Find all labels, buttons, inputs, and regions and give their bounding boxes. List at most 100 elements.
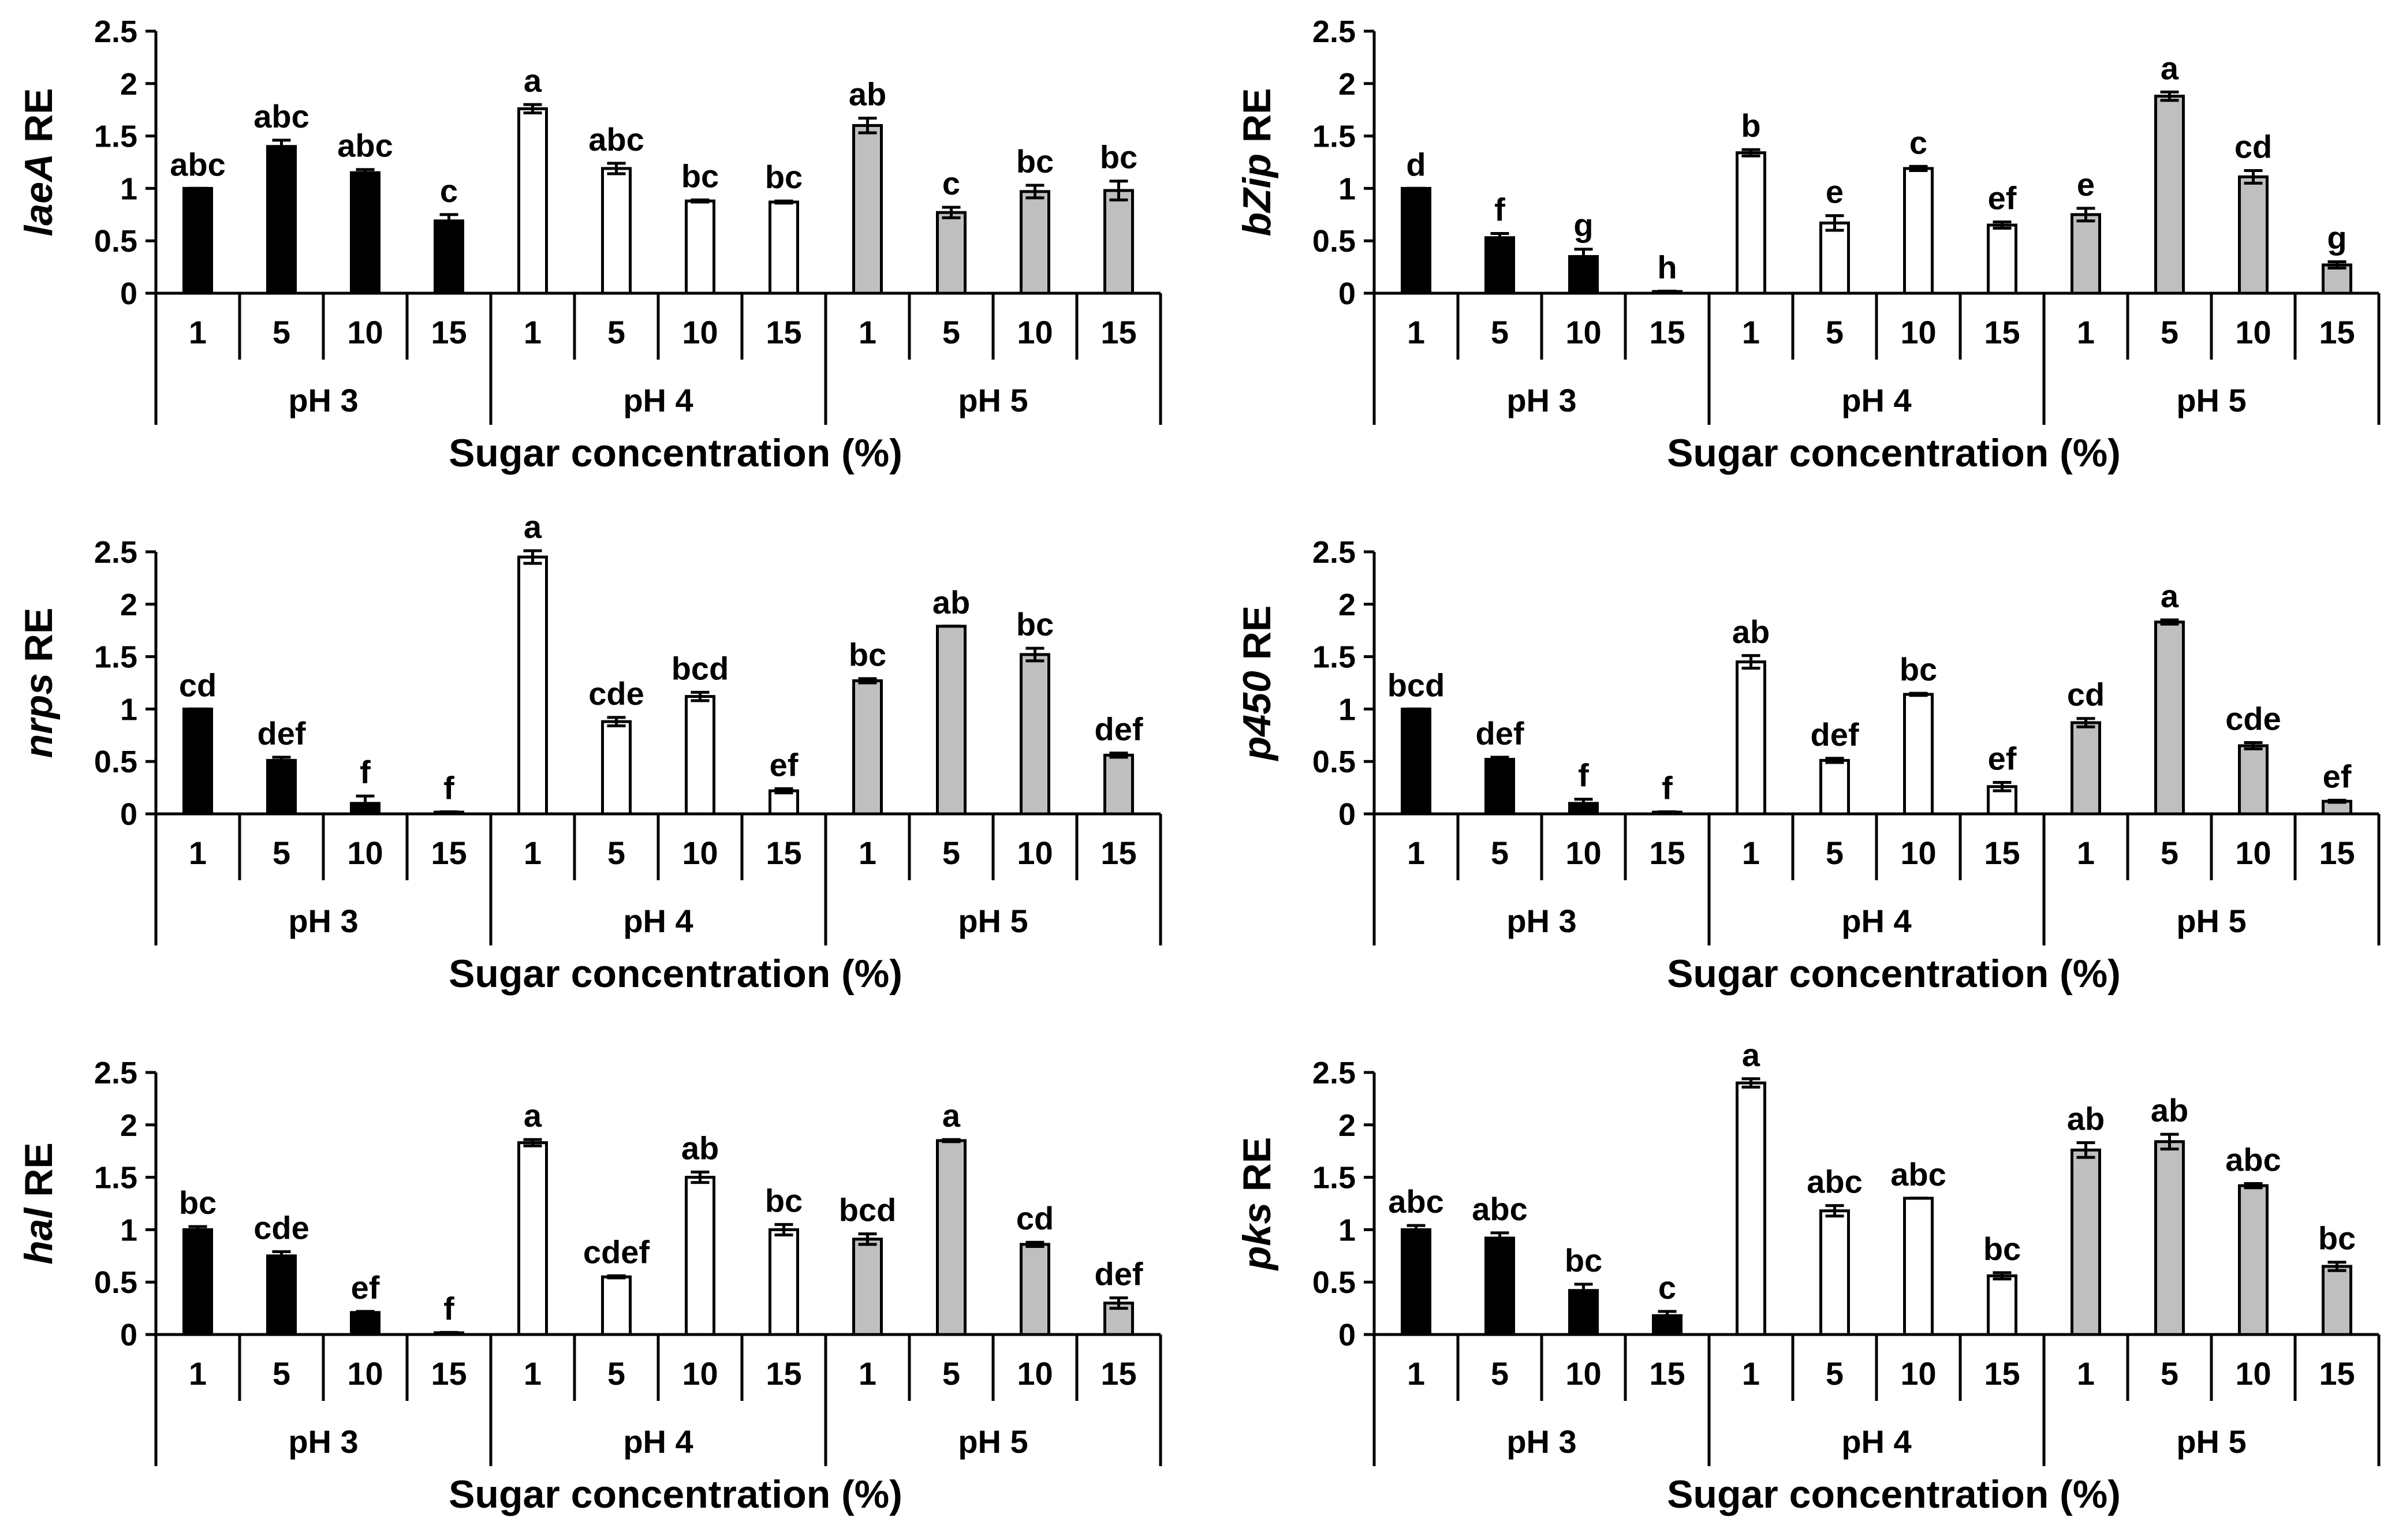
y-tick-label: 2.5 — [94, 535, 137, 570]
group-label: pH 3 — [1506, 382, 1576, 418]
x-tick-label: 1 — [189, 314, 207, 350]
x-tick-label: 1 — [1742, 835, 1760, 871]
bar-ph3-1 — [182, 186, 213, 295]
group-label: pH 5 — [2176, 903, 2246, 939]
bar-ph4-1 — [1736, 1081, 1766, 1336]
bar-ph3-10 — [350, 171, 380, 295]
x-tick-label: 10 — [1565, 1355, 1601, 1392]
bar-ph4-10 — [1903, 693, 1934, 816]
y-axis-suffix: RE — [1235, 88, 1279, 154]
bar-ph4-5 — [1819, 221, 1850, 295]
x-tick-label: 10 — [2235, 835, 2271, 871]
significance-letter: c — [440, 173, 458, 209]
y-axis-suffix: RE — [1235, 605, 1279, 671]
gene-name: hal — [17, 1206, 61, 1264]
x-tick-label: 1 — [524, 835, 542, 871]
significance-letter: bcd — [672, 650, 729, 686]
gene-name: p450 — [1235, 671, 1279, 761]
bar-ph3-1 — [1401, 1228, 1431, 1336]
group-label: pH 5 — [958, 382, 1028, 418]
x-tick-label: 15 — [1100, 1355, 1136, 1392]
group-label: pH 3 — [288, 382, 358, 418]
y-axis-title: bZip RE — [1235, 88, 1279, 237]
x-axis-title: Sugar concentration (%) — [1667, 431, 2121, 475]
gene-name: laeA — [17, 154, 61, 237]
x-tick-label: 5 — [607, 835, 625, 871]
x-tick-label: 5 — [942, 835, 960, 871]
x-tick-label: 1 — [524, 1355, 542, 1392]
y-tick-label: 1 — [120, 1213, 137, 1247]
significance-letter: f — [1494, 191, 1505, 227]
x-tick-label: 15 — [2319, 314, 2355, 350]
x-tick-label: 10 — [2235, 1355, 2271, 1392]
significance-letter: cde — [253, 1210, 309, 1246]
significance-letter: h — [1657, 249, 1677, 285]
bar-ph4-1 — [1736, 660, 1766, 816]
y-tick-label: 0 — [1338, 1318, 1356, 1352]
bar-ph4-5 — [1819, 758, 1850, 816]
bar-ph5-5 — [936, 625, 967, 816]
significance-letter: c — [942, 165, 960, 201]
significance-letter: ef — [1988, 741, 2017, 777]
x-tick-label: 10 — [682, 835, 718, 871]
x-tick-label: 1 — [1407, 1355, 1425, 1392]
significance-letter: c — [1909, 124, 1927, 160]
group-label: pH 4 — [623, 903, 693, 939]
bar-ph3-15 — [434, 219, 464, 295]
bar-ph4-10 — [1903, 1197, 1934, 1336]
significance-letter: cdef — [583, 1234, 650, 1270]
bar-ph5-10 — [2238, 1184, 2269, 1336]
x-tick-label: 10 — [1565, 835, 1601, 871]
bar-ph4-10 — [1903, 167, 1934, 295]
x-tick-label: 5 — [1491, 835, 1509, 871]
y-tick-label: 2.5 — [94, 14, 137, 49]
bar-ph4-5 — [601, 720, 632, 816]
x-tick-label: 10 — [1017, 835, 1053, 871]
x-tick-label: 10 — [1900, 835, 1936, 871]
significance-letter: ab — [681, 1130, 719, 1167]
significance-letter: bc — [1565, 1242, 1602, 1279]
y-tick-label: 0 — [120, 1318, 137, 1352]
bar-ph4-5 — [1819, 1209, 1850, 1336]
significance-letter: bc — [1983, 1231, 2021, 1267]
group-label: pH 4 — [623, 1423, 693, 1460]
y-tick-label: 0.5 — [94, 1265, 137, 1300]
x-tick-label: 5 — [1491, 1355, 1509, 1392]
x-tick-label: 15 — [766, 314, 801, 350]
x-tick-label: 15 — [431, 835, 467, 871]
bar-ph3-1 — [182, 1228, 213, 1336]
significance-letter: bc — [179, 1184, 217, 1221]
x-tick-label: 10 — [682, 1355, 718, 1392]
x-tick-label: 1 — [2077, 314, 2095, 350]
significance-letter: bc — [765, 159, 803, 195]
significance-letter: ef — [1988, 180, 2017, 216]
significance-letter: ef — [770, 746, 799, 783]
significance-letter: ab — [849, 76, 886, 113]
x-tick-label: 10 — [347, 835, 383, 871]
bar-ph4-15 — [769, 200, 799, 295]
significance-letter: ab — [2151, 1092, 2188, 1128]
x-tick-label: 10 — [1900, 314, 1936, 350]
bar-ph4-15 — [769, 1228, 799, 1336]
x-tick-label: 15 — [2319, 1355, 2355, 1392]
significance-letter: bc — [765, 1182, 803, 1218]
group-label: pH 5 — [2176, 1423, 2246, 1460]
significance-letter: bc — [1900, 651, 1937, 687]
x-tick-label: 15 — [431, 1355, 467, 1392]
significance-letter: f — [1662, 769, 1673, 806]
significance-letter: abc — [1472, 1191, 1528, 1227]
x-tick-label: 15 — [1100, 835, 1136, 871]
bar-ph5-5 — [2154, 621, 2185, 816]
gene-name: bZip — [1235, 154, 1279, 237]
significance-letter: cd — [2067, 676, 2105, 713]
bar-ph3-5 — [266, 145, 297, 295]
x-tick-label: 10 — [2235, 314, 2271, 350]
x-tick-label: 15 — [766, 835, 801, 871]
y-tick-label: 1 — [1338, 692, 1356, 727]
bar-ph3-5 — [266, 1254, 297, 1336]
y-axis-title: p450 RE — [1235, 605, 1279, 761]
bar-ph5-5 — [2154, 1140, 2185, 1336]
bar-ph4-15 — [1987, 1274, 2017, 1336]
x-tick-label: 1 — [2077, 835, 2095, 871]
